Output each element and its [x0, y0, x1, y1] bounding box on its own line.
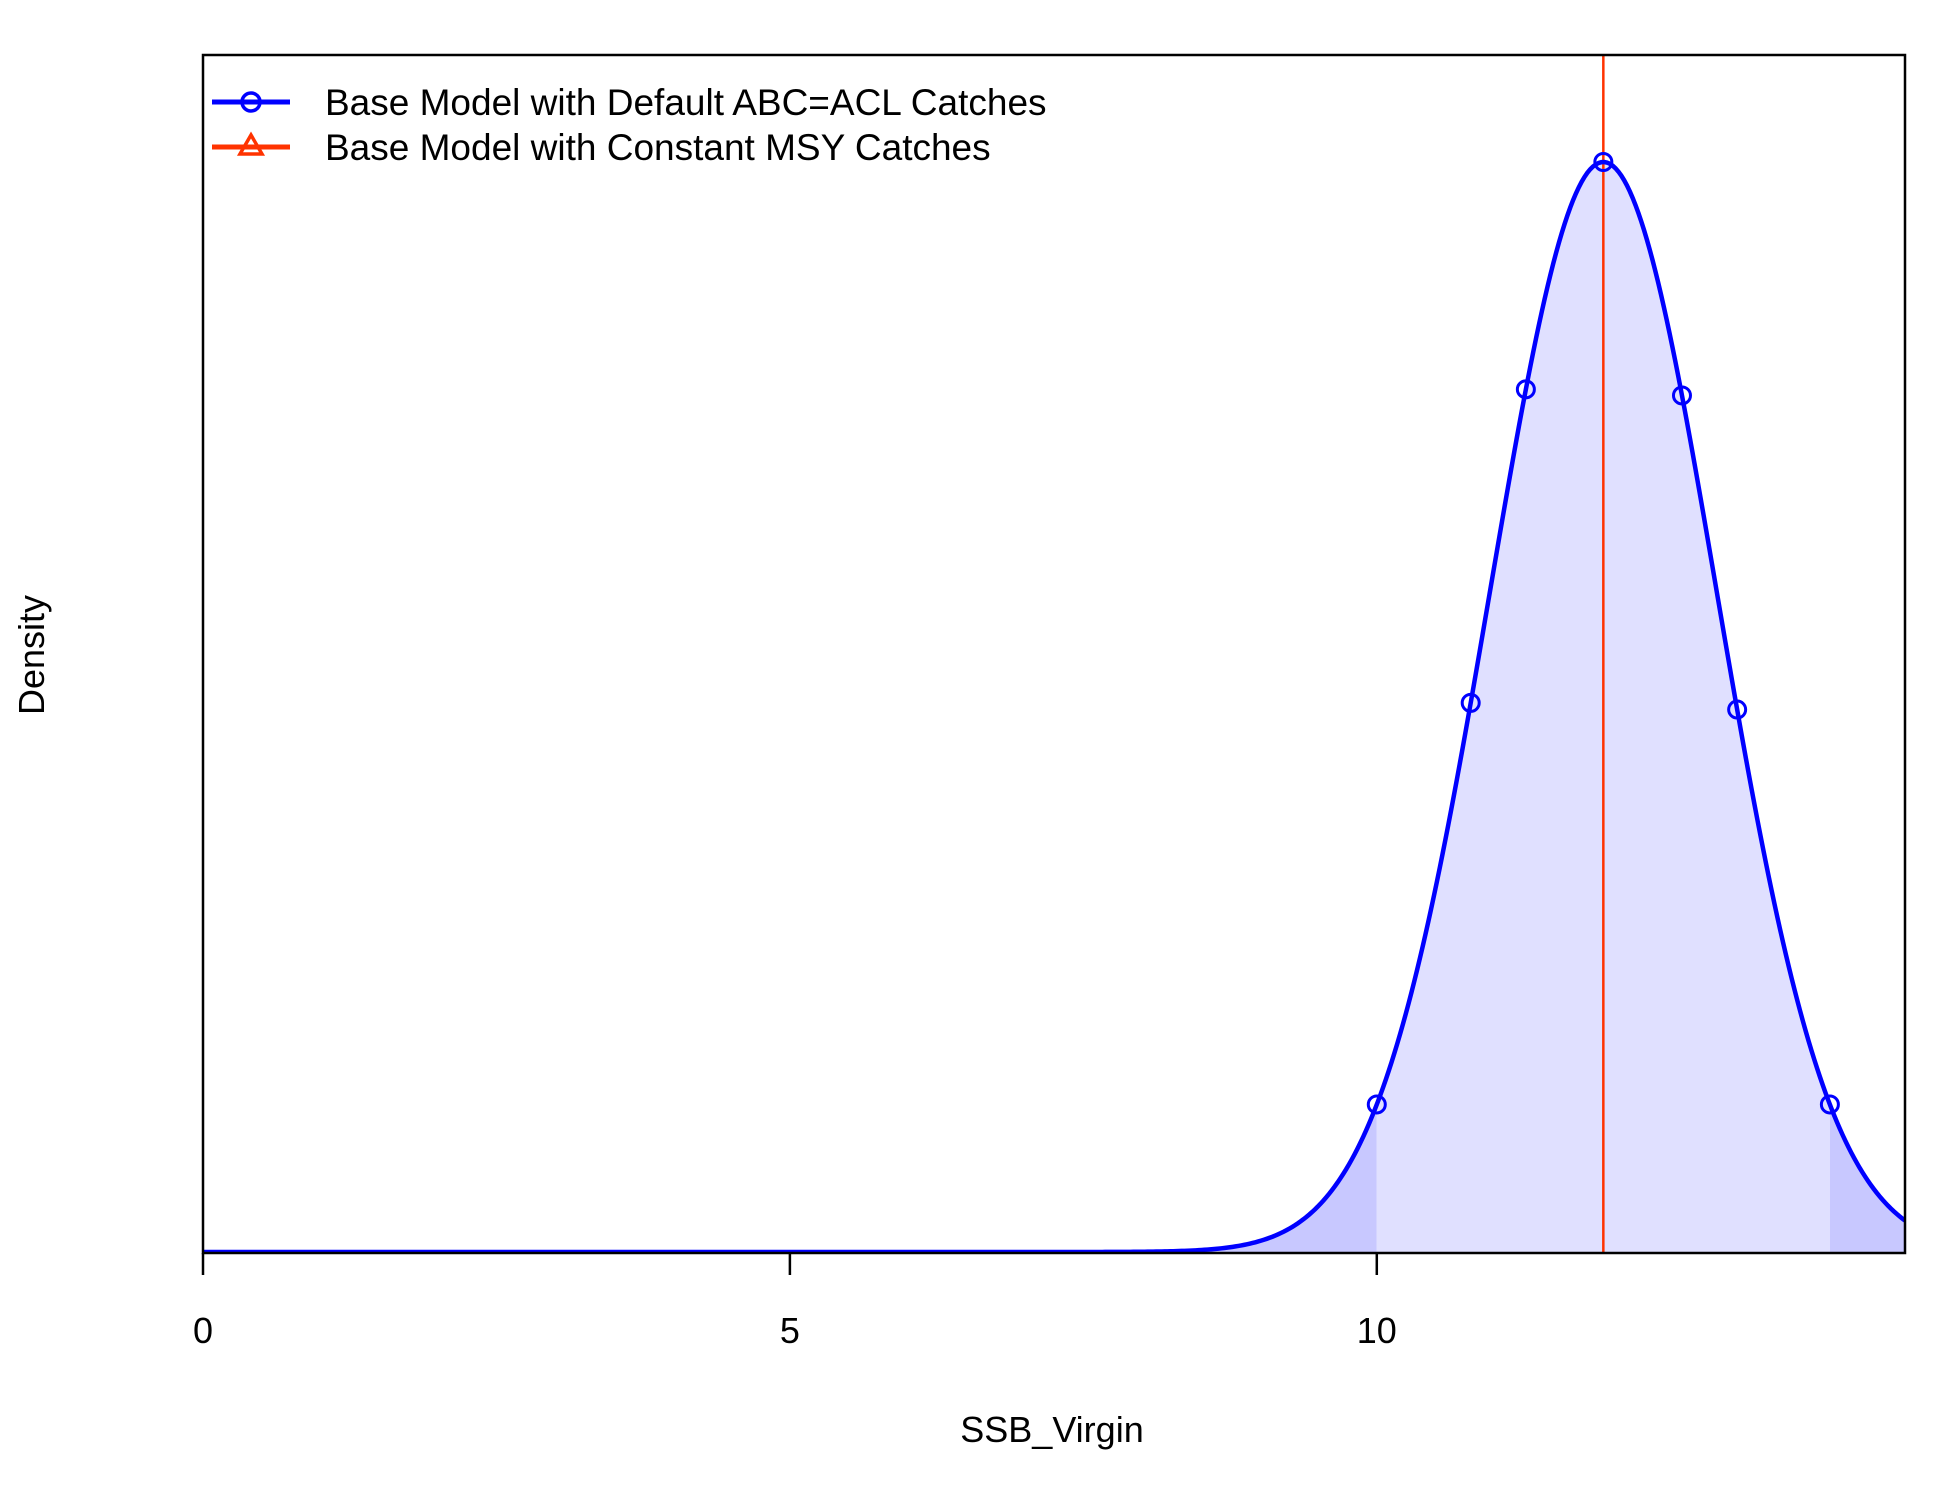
- legend-label-abc: Base Model with Default ABC=ACL Catches: [325, 82, 1047, 123]
- density-tail-fill-right: [1829, 1104, 1905, 1252]
- x-tick-label-2: 10: [1357, 1310, 1397, 1351]
- plot-area: 0 5 10: [193, 53, 1907, 1351]
- curve-marker-5: [1727, 699, 1748, 720]
- x-axis-label: SSB_Virgin: [960, 1409, 1143, 1450]
- curve-marker-0: [1366, 1094, 1387, 1115]
- legend-marker-circle: [240, 91, 262, 113]
- plot-frame: [201, 53, 1907, 1255]
- x-tick-label-1: 5: [780, 1310, 800, 1351]
- curve-marker-1: [1460, 692, 1481, 713]
- legend-label-msy: Base Model with Constant MSY Catches: [325, 127, 991, 168]
- y-axis-label: Density: [11, 595, 52, 715]
- density-tail-fill-left: [203, 1104, 1377, 1252]
- curve-marker-3: [1593, 152, 1614, 172]
- curve-marker-6: [1819, 1094, 1840, 1115]
- curve-marker-2: [1515, 379, 1536, 400]
- x-tick-label-0: 0: [193, 1310, 213, 1351]
- legend: Base Model with Default ABC=ACL Catches …: [212, 82, 1047, 168]
- curve-marker-4: [1671, 385, 1692, 406]
- legend-marker-triangle: [236, 131, 266, 156]
- plot-clip-group: [203, 55, 1905, 1253]
